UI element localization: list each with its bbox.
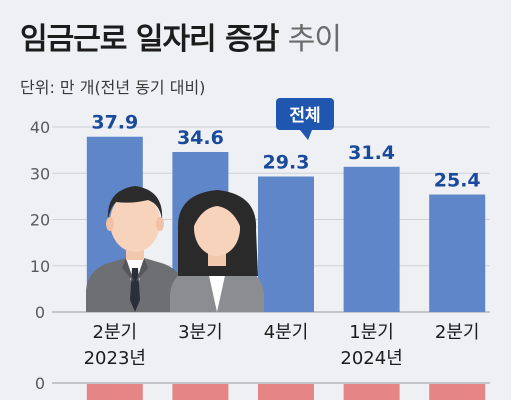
callout-label: 전체	[289, 106, 320, 126]
series-callout: 전체	[276, 98, 334, 140]
lower-y-tick-label: 0	[35, 374, 45, 393]
x-tick-label: 4분기	[264, 322, 309, 343]
value-labels: 37.9 34.6 29.3 31.4 25.4	[91, 112, 480, 192]
lower-bar	[258, 384, 314, 400]
data-label: 37.9	[91, 112, 138, 134]
data-label: 34.6	[177, 127, 224, 149]
lower-bar	[172, 384, 229, 400]
lower-bar	[429, 384, 486, 400]
y-tick-label: 30	[30, 164, 50, 183]
x-axis: 2분기 2023년 3분기 4분기 1분기 2024년 2분기	[84, 322, 480, 369]
y-tick-label: 10	[30, 257, 50, 276]
bar	[429, 194, 486, 312]
woman-figure	[170, 190, 264, 312]
x-tick-label: 1분기	[349, 322, 394, 343]
bar	[343, 166, 400, 312]
lower-panel: 0	[35, 374, 490, 400]
y-axis: 0 10 20 30 40	[30, 118, 50, 322]
x-year-label: 2024년	[340, 348, 402, 369]
y-tick-label: 0	[35, 303, 45, 322]
x-tick-label: 2분기	[93, 322, 138, 343]
lower-bar	[343, 384, 400, 400]
callout-box	[276, 98, 334, 130]
title-main: 임금근로 일자리 증감	[20, 22, 279, 57]
chart-title: 임금근로 일자리 증감 추이	[20, 14, 342, 58]
bar	[258, 176, 314, 312]
lower-bar	[86, 384, 143, 400]
data-label: 31.4	[348, 142, 395, 164]
title-sub: 추이	[287, 22, 342, 57]
x-year-label: 2023년	[84, 348, 146, 369]
y-tick-label: 40	[30, 118, 50, 137]
x-tick-label: 2분기	[435, 322, 480, 343]
x-tick-label: 3분기	[178, 322, 223, 343]
man-figure	[86, 186, 186, 312]
unit-label: 단위: 만 개(전년 동기 대비)	[20, 78, 206, 97]
data-label: 25.4	[434, 170, 481, 192]
callout-pointer	[300, 130, 312, 140]
y-tick-label: 20	[30, 211, 50, 230]
data-label: 29.3	[263, 151, 310, 173]
office-workers-illustration	[86, 186, 264, 312]
